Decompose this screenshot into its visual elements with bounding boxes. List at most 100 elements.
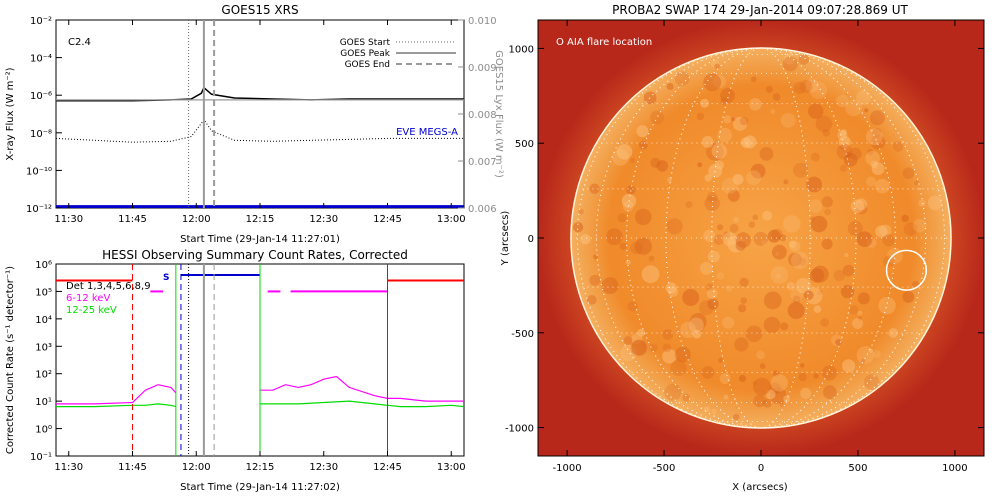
sun-texture-blob (798, 372, 807, 382)
sun-texture-blob (712, 74, 727, 89)
hessi-y-tick-label: 10¹ (35, 397, 52, 408)
sun-texture-blob (787, 302, 805, 319)
swap-y-tick-label: -500 (511, 329, 534, 340)
hessi-chart: HESSI Observing Summary Count Rates, Cor… (5, 248, 466, 493)
sun-texture-blob (701, 136, 714, 148)
sun-texture-blob (750, 76, 757, 83)
sun-texture-blob (723, 394, 729, 400)
sun-texture-blob (806, 176, 822, 193)
sun-texture-blob (840, 129, 847, 137)
sun-texture-blob (722, 316, 735, 329)
sun-texture-blob (718, 357, 724, 363)
hessi-y-tick-label: 10² (35, 370, 52, 381)
swap-x-tick-label: 0 (758, 463, 764, 474)
sun-texture-blob (752, 214, 759, 221)
sun-texture-blob (855, 198, 868, 211)
sun-texture-blob (823, 385, 837, 400)
sun-texture-blob (771, 228, 783, 241)
sun-texture-blob (617, 213, 627, 223)
sun-texture-blob (627, 301, 638, 312)
sun-texture-blob (770, 374, 789, 392)
sun-texture-blob (687, 317, 705, 334)
sun-texture-blob (803, 290, 814, 301)
swap-x-tick-label: -1000 (553, 463, 582, 474)
heliographic-grid (570, 47, 952, 429)
hessi-x-tick-label: 12:45 (373, 462, 402, 473)
sun-texture-blob (735, 240, 746, 251)
sun-texture-blob (782, 56, 799, 72)
sun-texture-blob (708, 163, 723, 178)
sun-texture-blob (852, 318, 864, 329)
sun-texture-blob (799, 79, 813, 93)
sun-texture-blob (821, 196, 833, 208)
sun-texture-blob (578, 208, 584, 215)
sun-texture-blob (717, 127, 732, 143)
goes-y2-tick-label: 0.006 (468, 204, 497, 215)
sun-texture-blob (682, 289, 700, 306)
sun-texture-blob (682, 393, 691, 402)
sun-texture-blob (856, 231, 873, 247)
sun-texture-blob (861, 358, 866, 364)
sun-texture-blob (753, 377, 771, 396)
sun-texture-blob (810, 215, 828, 233)
sun-texture-blob (703, 229, 716, 242)
sun-texture-blob (719, 373, 731, 384)
sun-texture-blob (662, 329, 674, 340)
sun-texture-blob (586, 295, 597, 305)
hessi-legend-det: Det 1,3,4,5,6,8,9 (66, 281, 151, 292)
sun-texture-blob (875, 225, 888, 238)
goes-legend-start-label: GOES Start (340, 38, 391, 48)
sun-texture-blob (857, 316, 862, 321)
sun-texture-blob (723, 115, 732, 124)
sun-texture-blob (689, 313, 707, 330)
sun-texture-blob (710, 58, 720, 68)
goes-x-tick-label: 12:45 (373, 214, 402, 225)
sun-texture-blob (821, 365, 838, 381)
sun-texture-blob (845, 151, 852, 158)
sun-texture-blob (706, 288, 718, 299)
sun-texture-blob (650, 157, 661, 168)
goes-annotation: C2.4 (68, 37, 91, 48)
sun-texture-blob (813, 305, 822, 314)
sun-texture-blob (733, 216, 740, 223)
hessi-x-tick-label: 12:15 (246, 462, 275, 473)
sun-texture-blob (914, 180, 920, 186)
longitude-line (711, 47, 811, 429)
sun-texture-blob (779, 234, 787, 242)
goes-long-flux-line (56, 86, 464, 102)
sun-texture-blob (720, 88, 735, 103)
goes-title: GOES15 XRS (221, 3, 298, 17)
sun-texture-blob (808, 103, 824, 119)
swap-xlabel: X (arcsecs) (732, 482, 788, 493)
swap-x-tick-label: 1000 (942, 463, 967, 474)
sun-texture-blob (792, 295, 801, 304)
sun-texture-blob (874, 178, 890, 194)
hessi-y-tick-label: 10⁶ (35, 260, 52, 271)
goes-x-tick-label: 13:00 (437, 214, 466, 225)
swap-x-tick-label: 500 (848, 463, 867, 474)
hessi-legend-12-25: 12-25 keV (66, 305, 117, 316)
sun-texture-blob (810, 152, 820, 162)
sun-texture-blob (822, 129, 831, 137)
hessi-title: HESSI Observing Summary Count Rates, Cor… (102, 248, 408, 262)
sun-texture-blob (648, 255, 655, 262)
sun-texture-blob (772, 244, 787, 260)
sun-texture-blob (865, 128, 883, 146)
sun-texture-blob (749, 98, 762, 111)
sun-texture-blob (738, 374, 747, 383)
sun-texture-blob (692, 329, 702, 339)
sun-texture-blob (680, 321, 697, 338)
sun-texture-blob (856, 90, 871, 106)
hessi-x-tick-label: 11:30 (54, 462, 83, 473)
sun-texture-blob (780, 113, 796, 128)
sun-texture-blob (637, 328, 646, 337)
hessi-y-tick-label: 10⁻¹ (30, 452, 52, 463)
sun-texture-blob (918, 199, 926, 207)
goes-x-tick-label: 12:15 (246, 214, 275, 225)
sun-texture-blob (704, 195, 720, 211)
sun-texture-blob (717, 224, 724, 231)
sun-texture-blob (805, 78, 820, 93)
sun-texture-blob (589, 183, 600, 194)
sun-texture-blob (765, 85, 773, 93)
sun-texture-blob (688, 317, 704, 333)
